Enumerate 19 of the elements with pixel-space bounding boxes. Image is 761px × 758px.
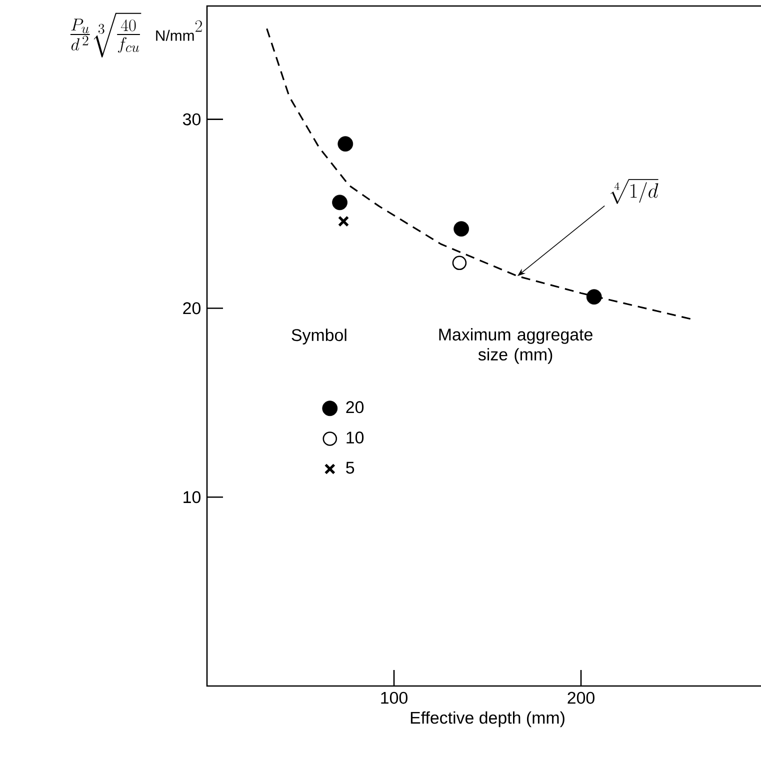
annotation: Symbol [292,328,346,344]
point [332,194,348,210]
legend-label: 20 [346,401,364,414]
point [452,256,467,270]
y-tick-label: 20 [183,302,200,314]
legend-label: 10 [346,432,364,444]
y-tick-label: 10 [184,491,200,504]
point [338,136,354,152]
point [586,289,602,305]
x-axis-title: Effective depth (mm) [410,711,564,728]
point [454,221,470,237]
x-tick-label: 200 [568,692,594,704]
y-tick-label: 30 [182,113,200,126]
annotation: $\sqrt[4]{1/d}$ [610,179,658,204]
legend-label: 5 [346,462,354,474]
legend-title: Maximum aggregate size (mm) [439,328,592,364]
point [338,216,350,227]
y-axis-title: $\frac{P_u}{d^{\,2}}\sqrt[3]{\frac{40}{f_{cu}}}\;\;\mbox{\fontsize{15}{18}\selectfont N/mm}^{2}$ [70,12,202,58]
x-tick-label: 100 [381,692,408,704]
